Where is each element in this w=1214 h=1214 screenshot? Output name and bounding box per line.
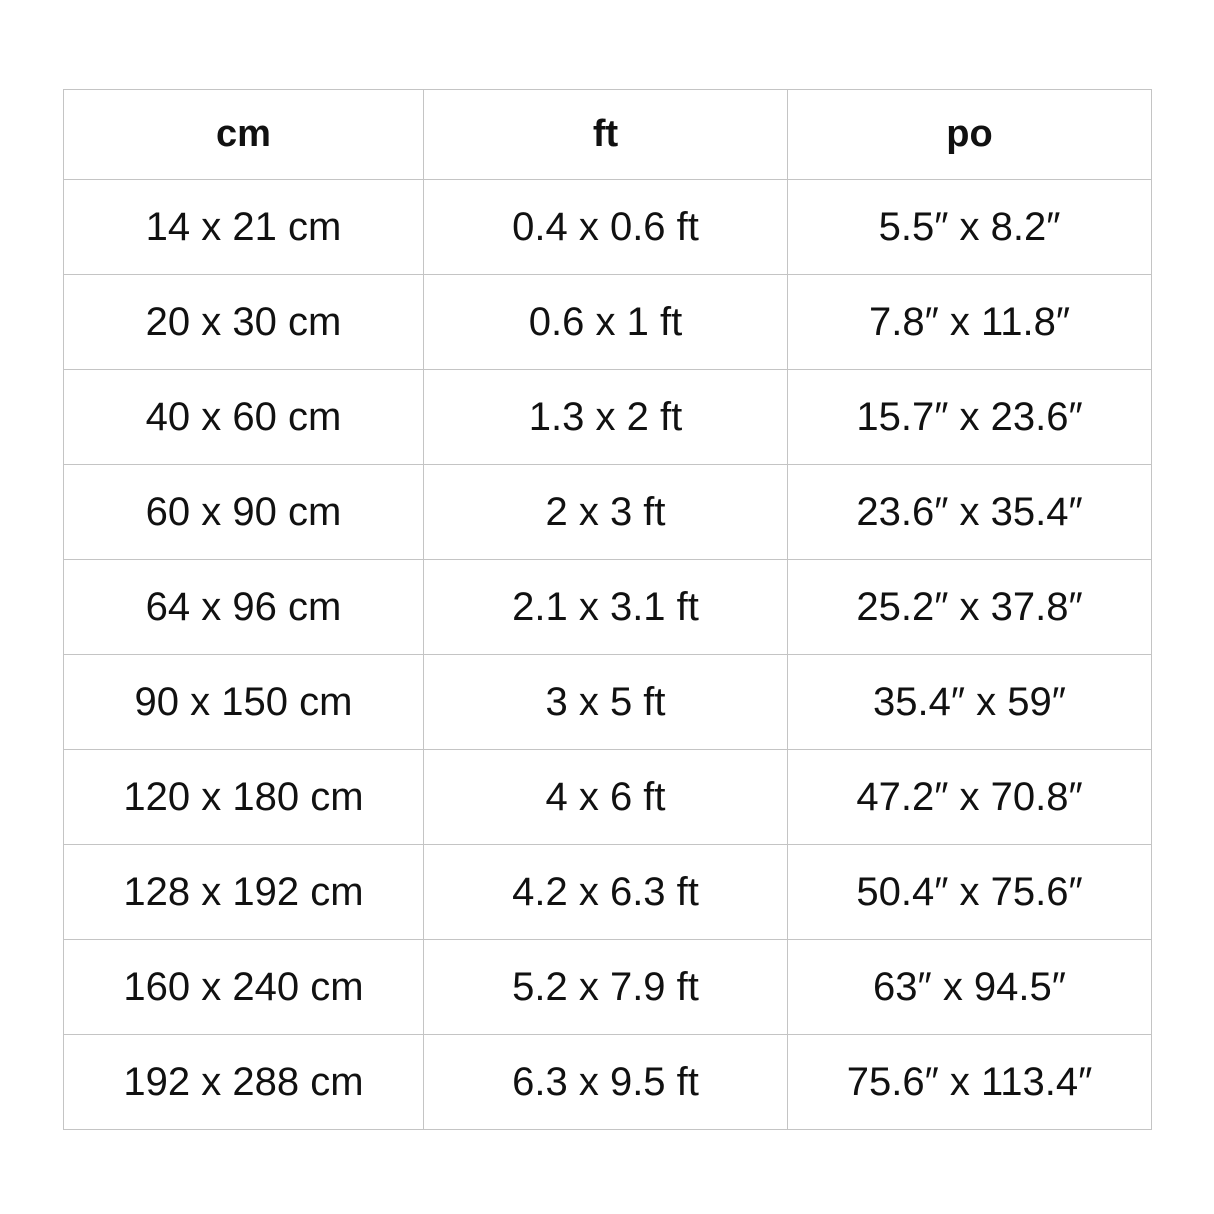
cell-cm: 60 x 90 cm xyxy=(63,464,424,560)
cell-cm: 120 x 180 cm xyxy=(63,749,424,845)
table-row: 128 x 192 cm 4.2 x 6.3 ft 50.4″ x 75.6″ xyxy=(63,844,1152,940)
table-row: 160 x 240 cm 5.2 x 7.9 ft 63″ x 94.5″ xyxy=(63,939,1152,1035)
cell-po: 75.6″ x 113.4″ xyxy=(787,1034,1152,1130)
cell-po: 50.4″ x 75.6″ xyxy=(787,844,1152,940)
cell-ft: 2.1 x 3.1 ft xyxy=(423,559,788,655)
cell-po: 47.2″ x 70.8″ xyxy=(787,749,1152,845)
table-row: 120 x 180 cm 4 x 6 ft 47.2″ x 70.8″ xyxy=(63,749,1152,845)
cell-ft: 0.6 x 1 ft xyxy=(423,274,788,370)
cell-po: 5.5″ x 8.2″ xyxy=(787,179,1152,275)
cell-po: 63″ x 94.5″ xyxy=(787,939,1152,1035)
cell-po: 23.6″ x 35.4″ xyxy=(787,464,1152,560)
table-row: 192 x 288 cm 6.3 x 9.5 ft 75.6″ x 113.4″ xyxy=(63,1034,1152,1130)
cell-po: 35.4″ x 59″ xyxy=(787,654,1152,750)
cell-ft: 4 x 6 ft xyxy=(423,749,788,845)
cell-cm: 160 x 240 cm xyxy=(63,939,424,1035)
cell-cm: 128 x 192 cm xyxy=(63,844,424,940)
table-row: 20 x 30 cm 0.6 x 1 ft 7.8″ x 11.8″ xyxy=(63,274,1152,370)
cell-cm: 14 x 21 cm xyxy=(63,179,424,275)
cell-ft: 5.2 x 7.9 ft xyxy=(423,939,788,1035)
cell-po: 25.2″ x 37.8″ xyxy=(787,559,1152,655)
cell-ft: 0.4 x 0.6 ft xyxy=(423,179,788,275)
cell-cm: 64 x 96 cm xyxy=(63,559,424,655)
cell-po: 15.7″ x 23.6″ xyxy=(787,369,1152,465)
table-row: 14 x 21 cm 0.4 x 0.6 ft 5.5″ x 8.2″ xyxy=(63,179,1152,275)
cell-ft: 4.2 x 6.3 ft xyxy=(423,844,788,940)
cell-cm: 40 x 60 cm xyxy=(63,369,424,465)
cell-po: 7.8″ x 11.8″ xyxy=(787,274,1152,370)
table-row: 40 x 60 cm 1.3 x 2 ft 15.7″ x 23.6″ xyxy=(63,369,1152,465)
header-cm: cm xyxy=(63,89,424,180)
table-row: 90 x 150 cm 3 x 5 ft 35.4″ x 59″ xyxy=(63,654,1152,750)
size-conversion-table: cm ft po 14 x 21 cm 0.4 x 0.6 ft 5.5″ x 8.… xyxy=(63,89,1152,1130)
cell-ft: 6.3 x 9.5 ft xyxy=(423,1034,788,1130)
cell-cm: 192 x 288 cm xyxy=(63,1034,424,1130)
cell-cm: 20 x 30 cm xyxy=(63,274,424,370)
header-ft: ft xyxy=(423,89,788,180)
table-row: 60 x 90 cm 2 x 3 ft 23.6″ x 35.4″ xyxy=(63,464,1152,560)
cell-ft: 1.3 x 2 ft xyxy=(423,369,788,465)
cell-ft: 3 x 5 ft xyxy=(423,654,788,750)
header-row: cm ft po xyxy=(63,89,1152,180)
cell-ft: 2 x 3 ft xyxy=(423,464,788,560)
cell-cm: 90 x 150 cm xyxy=(63,654,424,750)
header-po: po xyxy=(787,89,1152,180)
table-row: 64 x 96 cm 2.1 x 3.1 ft 25.2″ x 37.8″ xyxy=(63,559,1152,655)
